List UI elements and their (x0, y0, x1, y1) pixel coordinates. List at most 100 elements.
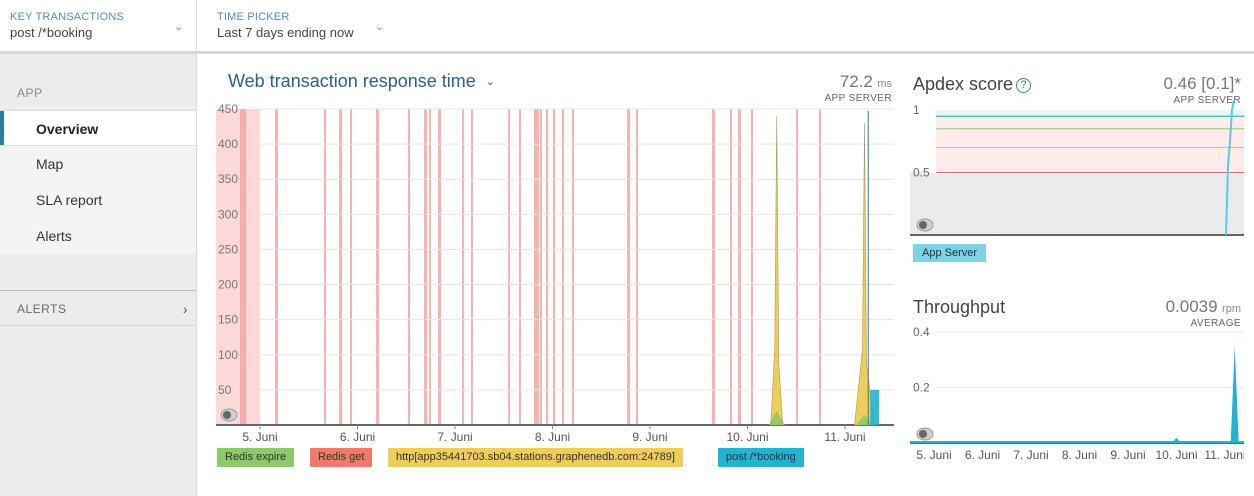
response-time-value: 72.2 (839, 72, 873, 91)
toggle-knob-icon (919, 221, 927, 229)
redis-expire-spike (768, 410, 785, 425)
alert-band (275, 109, 278, 425)
y-tick-label: 300 (218, 207, 238, 221)
legend-post-booking[interactable]: post /*booking (718, 448, 804, 467)
apdex-frustrated-band (936, 110, 1244, 173)
response-time-metric: 72.2 ms APP SERVER (790, 72, 892, 104)
throughput-caption: AVERAGE (1190, 318, 1241, 329)
throughput-title: Throughput (913, 297, 1006, 317)
chart-background-band (216, 109, 260, 425)
x-tick-label: 7. Juni (1013, 448, 1048, 462)
chevron-down-icon: ⌄ (485, 76, 496, 88)
alert-band (339, 109, 342, 425)
apdex-caption: APP SERVER (1173, 95, 1241, 106)
alert-band (429, 109, 431, 425)
x-tick-label: 7. Juni (437, 430, 472, 444)
chart-title-dropdown[interactable]: Web transaction response time ⌄ (228, 71, 495, 92)
legend-http-graphenedb[interactable]: http[app35441703.sb04.stations.graphened… (388, 448, 683, 467)
alert-band (796, 109, 798, 425)
apdex-app-server-tag[interactable]: App Server (913, 244, 987, 262)
post-booking-bar (870, 389, 880, 425)
key-transactions-value: post /*booking (10, 25, 93, 40)
key-transactions-label: KEY TRANSACTIONS (10, 11, 125, 23)
x-tick-label: 8. Juni (1062, 448, 1097, 462)
chevron-down-icon[interactable]: ⌄ (375, 21, 385, 33)
y-tick-label: 1 (913, 103, 920, 117)
apdex-value: 0.46 [0.1]* (1163, 74, 1241, 93)
alert-band (471, 109, 473, 425)
x-tick-label: 6. Juni (340, 430, 375, 444)
chevron-right-icon: › (182, 301, 188, 317)
time-picker[interactable]: TIME PICKER Last 7 days ending now ⌄ (207, 0, 407, 51)
x-tick-label: 10. Juni (726, 430, 768, 444)
x-tick-label: 6. Juni (965, 448, 1000, 462)
alert-band (240, 109, 246, 425)
alerts-section-label: ALERTS (17, 302, 67, 316)
chart-title: Web transaction response time (228, 71, 476, 91)
x-tick-label: 8. Juni (535, 430, 570, 444)
x-tick-label: 9. Juni (632, 430, 667, 444)
http-series-spike (770, 116, 784, 426)
sidebar-item-sla-report[interactable]: SLA report (36, 192, 103, 208)
y-tick-label: 250 (218, 242, 238, 256)
throughput-chart[interactable]: 0.2 0.4 5. Juni 6. Juni 7. Juni 8. Juni 9. Jun… (910, 322, 1244, 468)
toggle-knob-icon (919, 430, 927, 438)
apdex-metric: 0.46 [0.1]* APP SERVER (1100, 74, 1241, 106)
sidebar-nav: Overview Map SLA report Alerts (0, 110, 196, 254)
chevron-down-icon[interactable]: ⌄ (174, 21, 184, 33)
alert-band (324, 109, 326, 425)
alert-band (627, 109, 630, 425)
y-tick-label: 0.2 (913, 381, 930, 395)
y-tick-label: 200 (218, 278, 238, 292)
toggle-knob-icon (223, 411, 231, 419)
x-tick-label: 11. Juni (824, 430, 865, 444)
y-tick-label: 0.4 (913, 325, 930, 339)
sidebar-item-alerts[interactable]: Alerts (36, 228, 72, 244)
x-tick-label: 10. Juni (1155, 448, 1197, 462)
sidebar-item-overview[interactable]: Overview (0, 110, 196, 146)
legend-redis-expire[interactable]: Redis expire (217, 448, 295, 467)
throughput-spike (1230, 345, 1239, 443)
alert-band (572, 109, 574, 425)
sidebar: APP Overview Map SLA report Alerts ALERT… (0, 54, 197, 496)
alert-band (540, 109, 542, 425)
alert-band (508, 109, 510, 425)
help-icon[interactable]: ? (1016, 78, 1032, 93)
key-transactions-picker[interactable]: KEY TRANSACTIONS post /*booking ⌄ (0, 0, 197, 51)
y-tick-label: 50 (218, 383, 232, 397)
alert-band (712, 109, 715, 425)
x-tick-label: 9. Juni (1110, 448, 1145, 462)
apdex-chart[interactable]: 0.51 (910, 100, 1244, 240)
x-tick-label: 5. Juni (242, 430, 277, 444)
apdex-series-line (1225, 100, 1235, 236)
alert-band (350, 109, 352, 425)
y-tick-label: 0.5 (913, 166, 930, 180)
throughput-unit: rpm (1222, 303, 1241, 315)
y-tick-label: 150 (218, 313, 238, 327)
response-time-unit: ms (877, 78, 892, 90)
time-picker-value: Last 7 days ending now (217, 25, 354, 40)
response-time-caption: APP SERVER (824, 93, 892, 104)
alert-band (562, 109, 564, 425)
y-tick-label: 450 (218, 104, 238, 116)
alert-band (819, 109, 821, 425)
top-bar: KEY TRANSACTIONS post /*booking ⌄ TIME P… (0, 0, 1254, 54)
alert-band (553, 109, 555, 425)
y-tick-label: 350 (218, 172, 238, 186)
alert-band (738, 109, 741, 425)
x-tick-label: 5. Juni (916, 448, 951, 462)
sidebar-section-app: APP (17, 86, 43, 100)
alert-band (751, 109, 753, 425)
alert-band (519, 109, 521, 425)
sidebar-section-alerts[interactable]: ALERTS › (0, 290, 196, 326)
apdex-excellent-band (936, 110, 1244, 120)
alert-band (408, 109, 410, 425)
legend-redis-get[interactable]: Redis get (310, 448, 373, 467)
response-time-chart[interactable]: 50 100 150 200 250 300 350 400 450 5. Juni 6. Juni… (216, 104, 894, 446)
throughput-metric: 0.0039 rpm AVERAGE (1120, 297, 1241, 329)
apdex-title-text: Apdex score (913, 74, 1014, 94)
sidebar-item-map[interactable]: Map (36, 156, 64, 172)
y-tick-label: 400 (218, 137, 238, 151)
alert-band (534, 109, 539, 425)
y-tick-label: 100 (218, 348, 238, 362)
